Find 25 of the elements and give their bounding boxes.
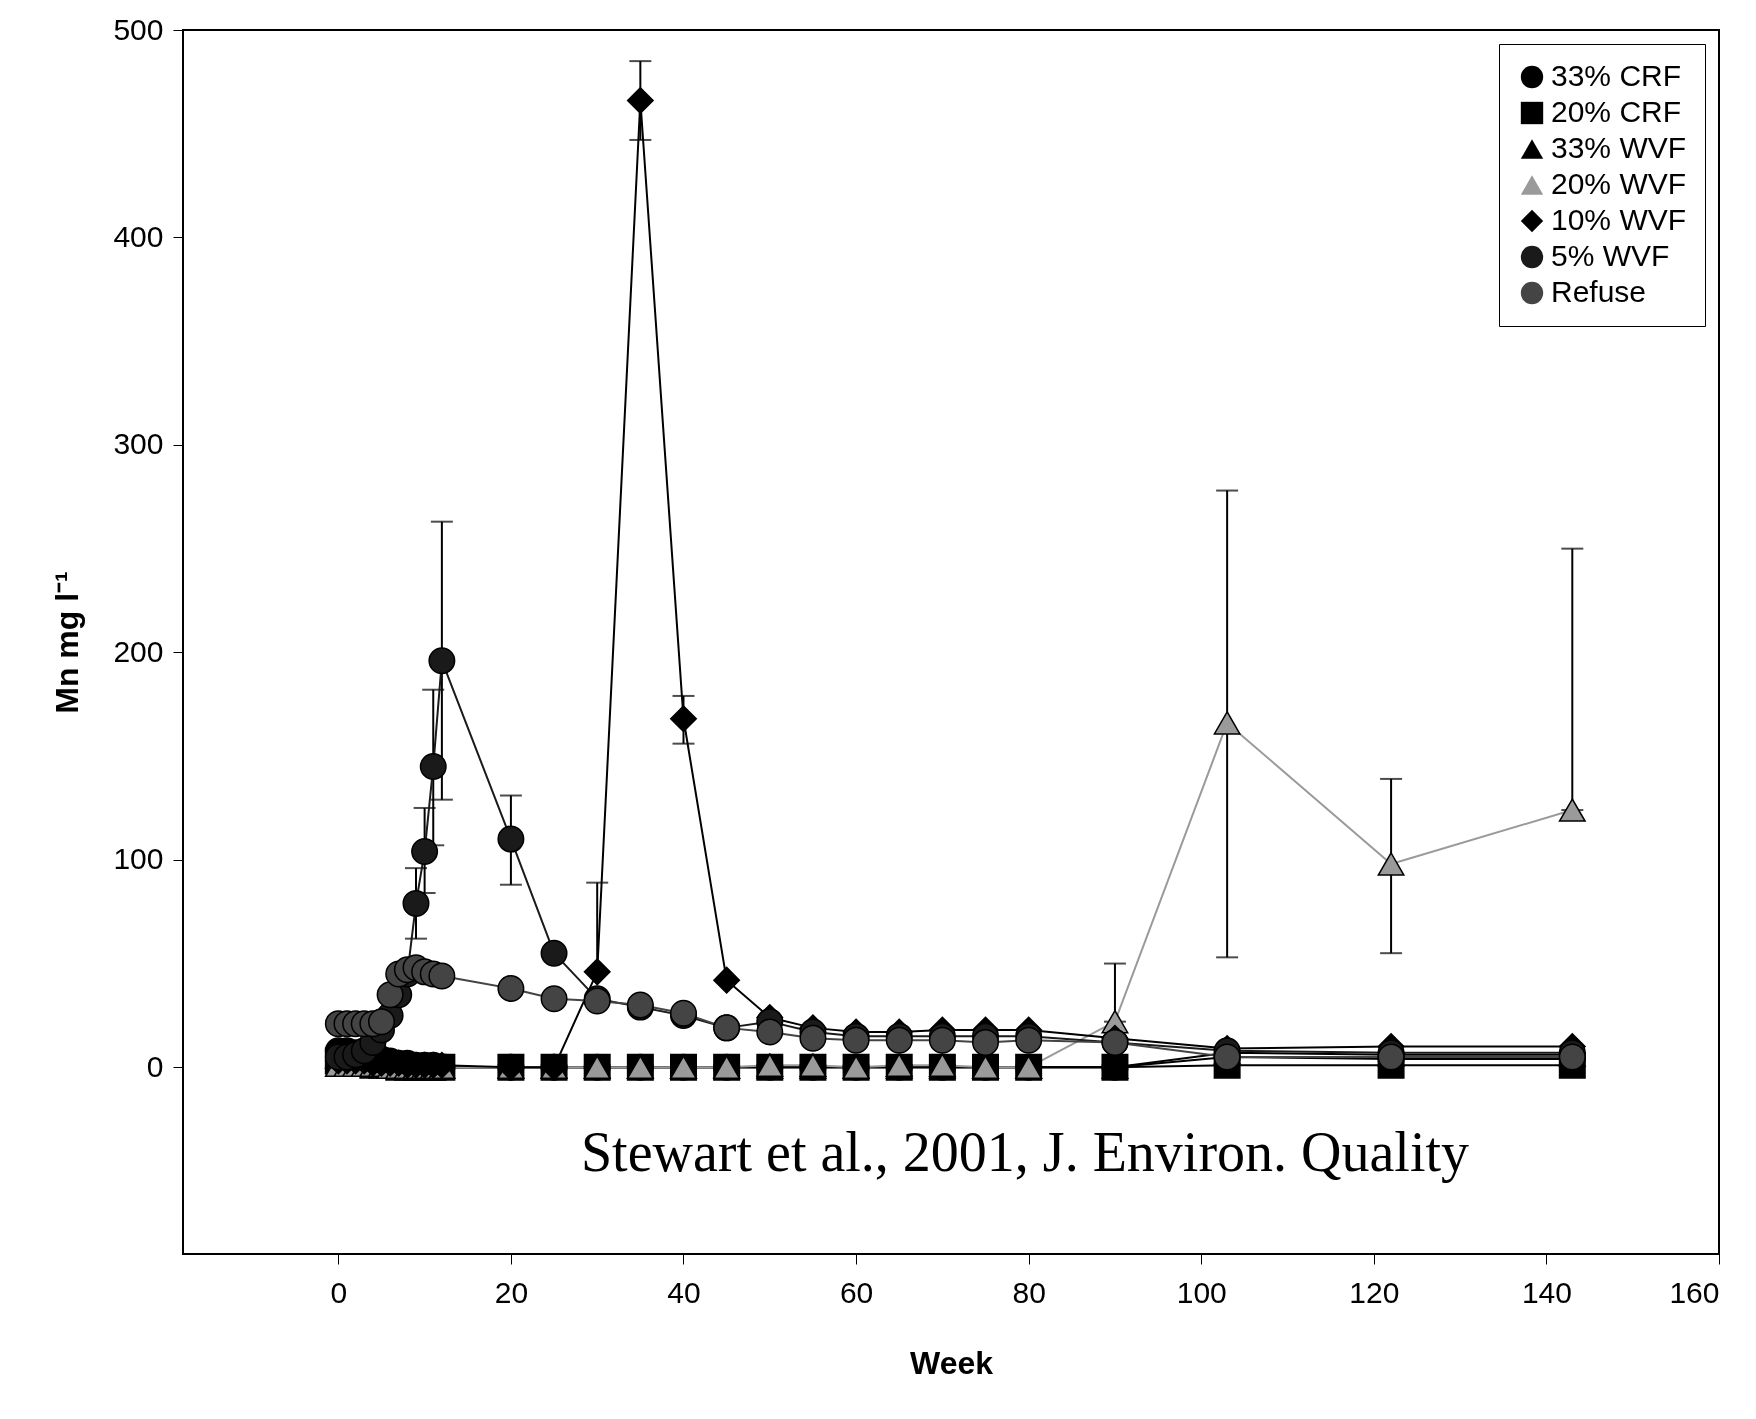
legend-label: 5% WVF xyxy=(1551,239,1670,272)
legend-label: 33% CRF xyxy=(1551,59,1682,92)
x-tick-label: 60 xyxy=(839,1275,874,1309)
x-tick-label: 100 xyxy=(1176,1275,1227,1309)
legend-label: 10% WVF xyxy=(1551,203,1687,236)
y-tick-label: 0 xyxy=(146,1049,164,1083)
y-tick-label: 100 xyxy=(113,842,164,876)
y-tick-label: 500 xyxy=(113,12,164,46)
y-tick-label: 300 xyxy=(113,427,164,461)
x-tick-label: 20 xyxy=(494,1275,529,1309)
x-tick-label: 80 xyxy=(1012,1275,1046,1309)
legend-label: 33% WVF xyxy=(1551,131,1687,164)
x-tick-label: 160 xyxy=(1669,1275,1720,1309)
x-tick-label: 120 xyxy=(1349,1275,1400,1309)
x-tick-label: 140 xyxy=(1521,1275,1572,1309)
y-axis-title: Mn mg l⁻¹ xyxy=(49,571,86,714)
legend-label: 20% WVF xyxy=(1551,167,1687,200)
x-axis-title: Week xyxy=(909,1344,994,1381)
y-tick-label: 400 xyxy=(113,219,164,253)
x-tick-label: 40 xyxy=(667,1275,701,1309)
x-tick-label: 0 xyxy=(330,1275,348,1309)
annotation: Stewart et al., 2001, J. Environ. Quality xyxy=(580,1121,1470,1183)
legend-label: 20% CRF xyxy=(1551,95,1682,128)
legend-label: Refuse xyxy=(1551,275,1647,308)
y-tick-label: 200 xyxy=(113,634,164,668)
